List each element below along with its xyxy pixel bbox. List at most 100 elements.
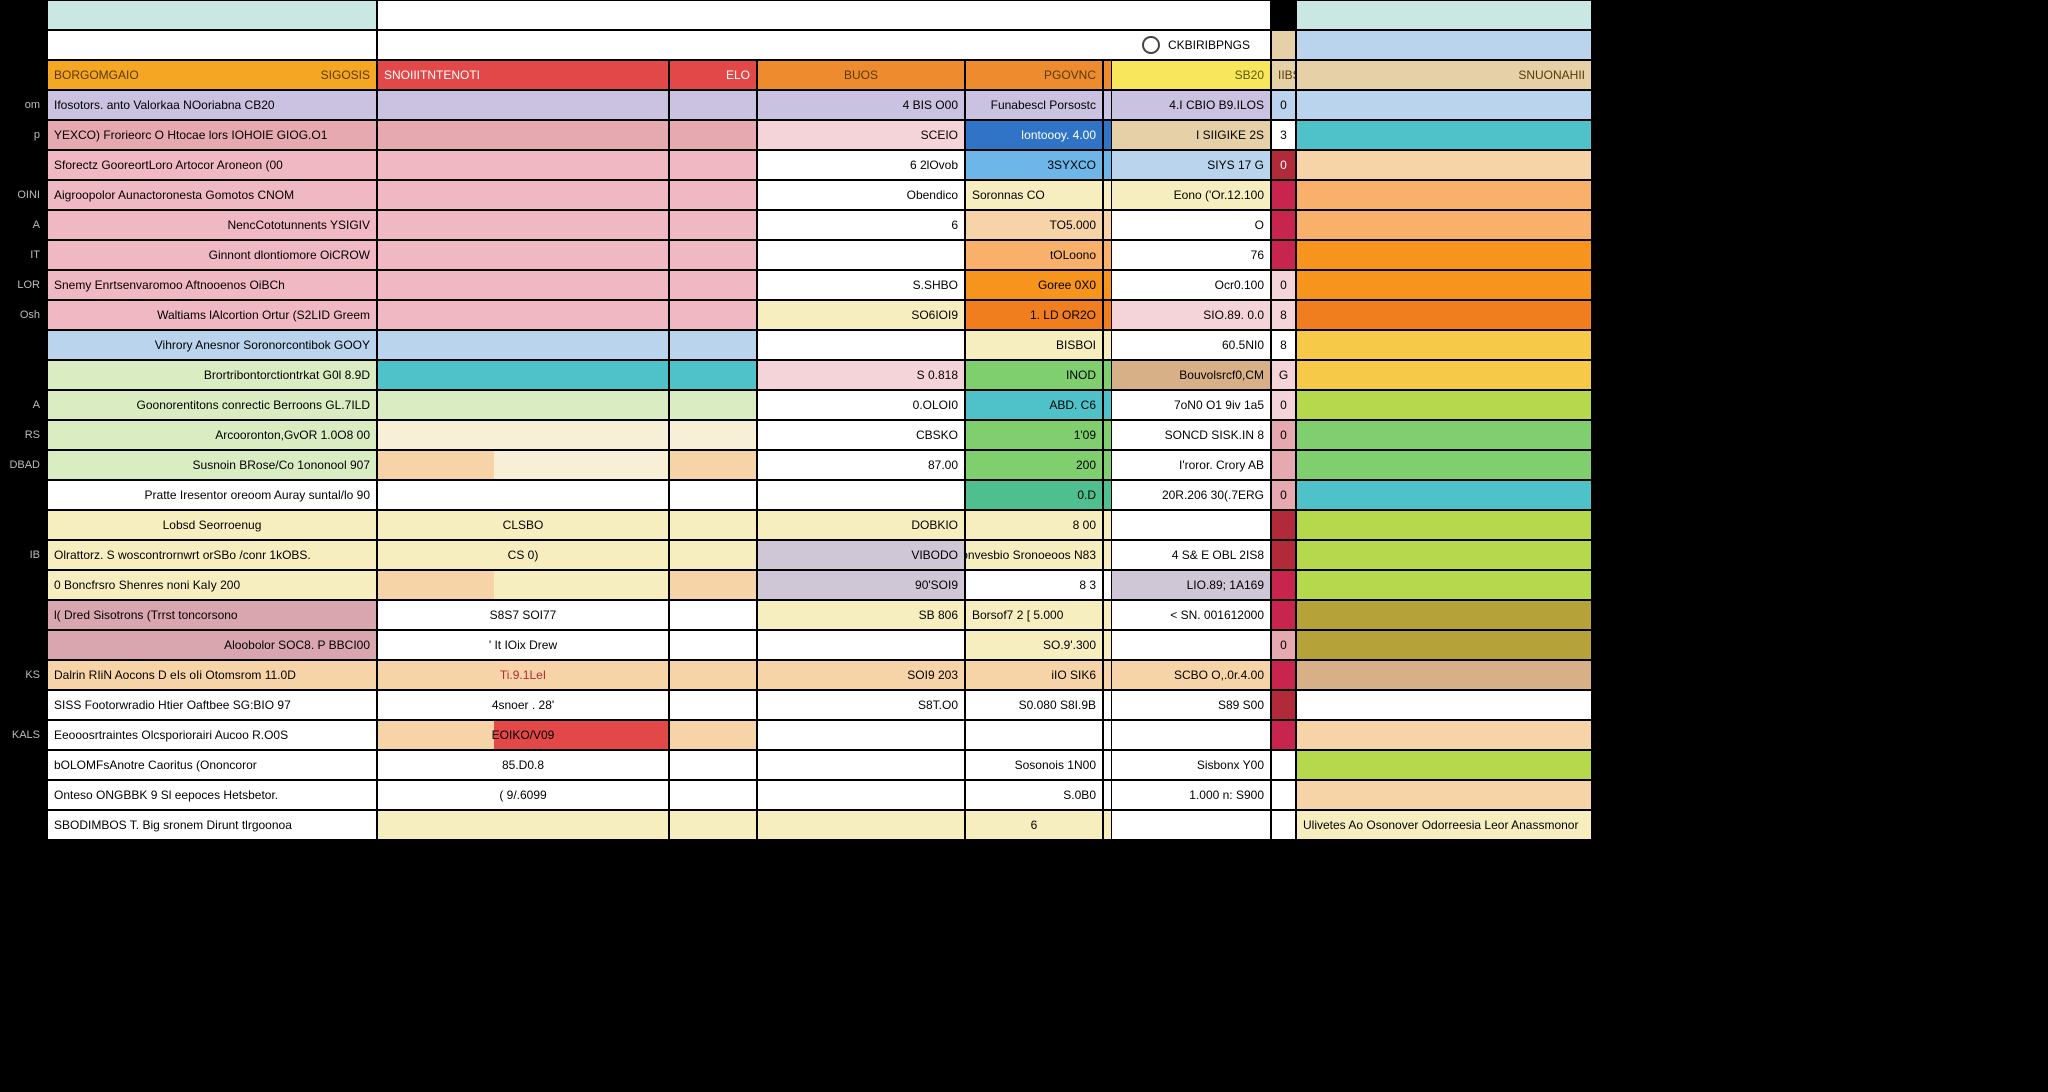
cell-desc[interactable]: Eeooosrtraintes Olcsporiorairi Aucoo R.O… [47, 720, 377, 750]
cell-band[interactable] [1296, 570, 1592, 600]
cell-b[interactable]: ( 9/.6099 [377, 780, 669, 810]
cell-e[interactable] [1111, 510, 1271, 540]
cell-e[interactable]: SIYS 17 G [1111, 150, 1271, 180]
cell-flag[interactable] [1271, 180, 1296, 210]
cell[interactable] [669, 510, 757, 540]
cell-e[interactable]: < SN. 001612000 [1111, 600, 1271, 630]
cell-desc[interactable]: Aloobolor SOC8. P BBCI00 [47, 630, 377, 660]
cell-c[interactable]: 6 [757, 210, 965, 240]
cell-band[interactable] [1296, 150, 1592, 180]
cell-d[interactable]: Borsof7 2 [ 5.000 [965, 600, 1103, 630]
cell-flag[interactable]: G [1271, 360, 1296, 390]
cell-b[interactable] [377, 240, 669, 270]
cell-b[interactable] [377, 390, 669, 420]
cell[interactable] [1592, 690, 1606, 720]
cell-band[interactable] [1296, 660, 1592, 690]
cell-d[interactable]: Soronnas CO [965, 180, 1103, 210]
cell-c[interactable]: 0.OLOI0 [757, 390, 965, 420]
cell-e[interactable]: 4.I CBIO B9.ILOS [1111, 90, 1271, 120]
cell-band[interactable] [1296, 120, 1592, 150]
cell-c[interactable]: S.SHBO [757, 270, 965, 300]
cell-c[interactable]: VIBODO [757, 540, 965, 570]
cell-desc[interactable]: SBODIMBOS T. Big sronem Dirunt tlrgoonoa [47, 810, 377, 840]
cell[interactable] [1592, 540, 1606, 570]
cell[interactable] [669, 180, 757, 210]
cell-d[interactable]: S0.080 S8I.9B [965, 690, 1103, 720]
cell[interactable] [1592, 210, 1606, 240]
cell-desc[interactable]: 0 Boncfrsro Shenres noni KaIy 200 [47, 570, 377, 600]
cell[interactable] [1592, 510, 1606, 540]
cell-band[interactable] [1296, 720, 1592, 750]
cell-flag[interactable]: 0 [1271, 150, 1296, 180]
cell-flag[interactable]: 8 [1271, 330, 1296, 360]
cell-flag[interactable]: 0 [1271, 480, 1296, 510]
cell[interactable] [669, 270, 757, 300]
cell-desc[interactable]: bOLOMFsAnotre Caoritus (Ononcoror [47, 750, 377, 780]
cell-flag[interactable] [1271, 240, 1296, 270]
cell-band[interactable] [1296, 750, 1592, 780]
cell-b[interactable] [377, 360, 669, 390]
cell-b[interactable] [377, 570, 669, 600]
cell[interactable] [1592, 300, 1606, 330]
cell-b[interactable] [377, 450, 669, 480]
cell-e[interactable]: SIO.89. 0.0 [1111, 300, 1271, 330]
cell-c[interactable] [757, 630, 965, 660]
cell-b[interactable]: CLSBO [377, 510, 669, 540]
cell-c[interactable] [757, 750, 965, 780]
cell-b[interactable] [377, 270, 669, 300]
cell-e[interactable] [1111, 810, 1271, 840]
cell-d[interactable]: 0.D [965, 480, 1103, 510]
cell-band[interactable] [1296, 480, 1592, 510]
cell-c[interactable] [757, 480, 965, 510]
cell[interactable] [1592, 420, 1606, 450]
cell-c[interactable]: DOBKIO [757, 510, 965, 540]
cell-desc[interactable]: Lobsd Seorroenug [47, 510, 377, 540]
cell[interactable] [669, 810, 757, 840]
cell-desc[interactable]: Snemy Enrtsenvaromoo Aftnooenos OiBCh [47, 270, 377, 300]
cell-d[interactable]: Convesbio Sronoeoos N83 [965, 540, 1103, 570]
cell-flag[interactable] [1271, 570, 1296, 600]
cell[interactable] [1592, 390, 1606, 420]
cell-flag[interactable]: 0 [1271, 270, 1296, 300]
cell-flag[interactable] [1271, 660, 1296, 690]
cell-d[interactable]: Iontoooy. 4.00 [965, 120, 1103, 150]
cell-e[interactable]: 7oN0 O1 9iv 1a5 [1111, 390, 1271, 420]
cell-desc[interactable]: Susnoin BRose/Co 1ononool 907 [47, 450, 377, 480]
cell-flag[interactable] [1271, 720, 1296, 750]
cell-desc[interactable]: Ginnont dlontiomore OiCROW [47, 240, 377, 270]
cell-band[interactable] [1296, 330, 1592, 360]
cell-d[interactable]: 1'09 [965, 420, 1103, 450]
cell[interactable] [1592, 480, 1606, 510]
cell-flag[interactable]: 3 [1271, 120, 1296, 150]
cell[interactable] [1592, 570, 1606, 600]
cell-desc[interactable]: Ifosotors. anto Valorkaa NOoriabna CB20 [47, 90, 377, 120]
cell-flag[interactable]: 8 [1271, 300, 1296, 330]
cell-band[interactable] [1296, 690, 1592, 720]
cell-c[interactable]: SO6IOI9 [757, 300, 965, 330]
cell[interactable] [1592, 720, 1606, 750]
cell-desc[interactable]: Vihrory Anesnor Soronorcontibok GOOY [47, 330, 377, 360]
cell-c[interactable]: SCEIO [757, 120, 965, 150]
cell[interactable] [1592, 0, 1606, 30]
cell[interactable] [1296, 0, 1592, 30]
cell[interactable] [669, 420, 757, 450]
cell-d[interactable]: 6 [965, 810, 1103, 840]
cell-d[interactable]: ABD. C6 [965, 390, 1103, 420]
cell-flag[interactable] [1271, 810, 1296, 840]
cell-d[interactable]: tOLoono [965, 240, 1103, 270]
cell-c[interactable] [757, 810, 965, 840]
cell[interactable] [47, 30, 377, 60]
cell-b[interactable] [377, 330, 669, 360]
cell-desc[interactable]: Sforectz GooreortLoro Artocor Aroneon (0… [47, 150, 377, 180]
cell-e[interactable]: I SIIGIKE 2S [1111, 120, 1271, 150]
cell[interactable]: CKBIRIBPNGS [377, 30, 1271, 60]
cell[interactable] [669, 540, 757, 570]
cell-b[interactable]: S8S7 SOI77 [377, 600, 669, 630]
cell[interactable] [1592, 150, 1606, 180]
cell-flag[interactable]: 0 [1271, 90, 1296, 120]
cell-d[interactable] [965, 720, 1103, 750]
cell-e[interactable]: SONCD SISK.IN 8 [1111, 420, 1271, 450]
cell-d[interactable]: iIO SIK6 [965, 660, 1103, 690]
cell[interactable] [669, 600, 757, 630]
cell-b[interactable] [377, 210, 669, 240]
